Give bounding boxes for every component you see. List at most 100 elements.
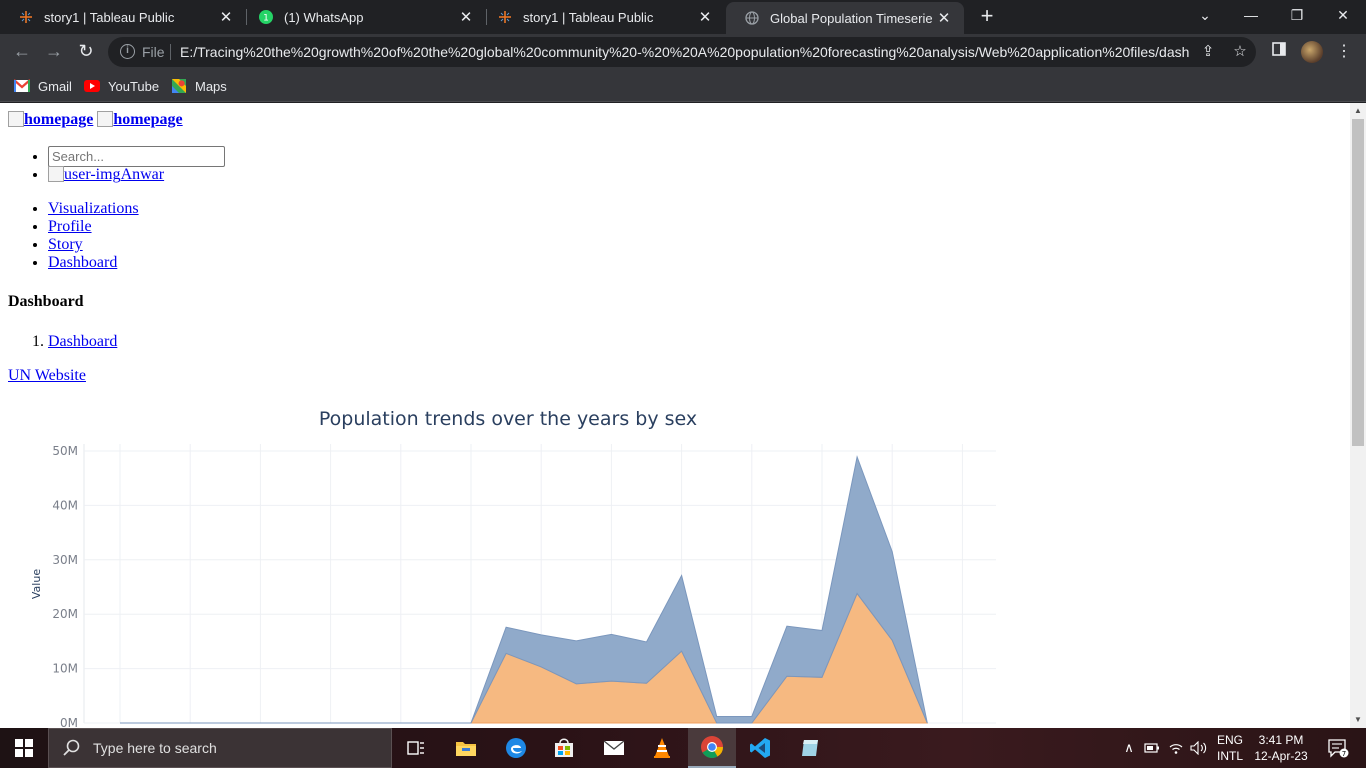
scroll-up-icon[interactable]: ▲	[1354, 106, 1362, 115]
chart-areas	[120, 455, 929, 724]
main-nav: Visualizations Profile Story Dashboard	[48, 200, 139, 272]
tab-title: story1 | Tableau Public	[44, 9, 175, 25]
chart-title: Population trends over the years by sex	[319, 408, 697, 430]
app-icon[interactable]	[786, 728, 834, 768]
breadcrumb: Dashboard	[48, 333, 117, 351]
tab-story1-a[interactable]: story1 | Tableau Public ✕	[0, 0, 246, 34]
user-name: Anwar	[120, 166, 165, 183]
keyboard-layout: INTL	[1216, 749, 1243, 763]
page-title: Dashboard	[8, 293, 84, 310]
bookmark-gmail[interactable]: Gmail	[14, 76, 72, 96]
chrome-icon[interactable]	[688, 728, 736, 768]
globe-icon	[744, 10, 760, 26]
restore-button[interactable]: ❐	[1290, 7, 1304, 23]
scroll-down-icon[interactable]: ▼	[1354, 715, 1362, 724]
taskbar-search-box[interactable]: Type here to search	[48, 728, 392, 768]
chart-y-ticks: 0M 10M 20M 30M 40M 50M	[52, 444, 78, 728]
tableau-icon	[497, 9, 513, 25]
nav-item-visualizations: Visualizations	[48, 200, 139, 218]
close-icon[interactable]: ✕	[219, 9, 233, 26]
y-tick-label: 40M	[52, 498, 78, 512]
page-viewport: homepage homepage user-imgAnwar Visualiz…	[0, 103, 1350, 728]
start-button[interactable]	[0, 728, 48, 768]
homepage-logo-link[interactable]: homepage	[8, 111, 93, 128]
menu-icon[interactable]: ⋮	[1336, 43, 1352, 60]
close-window-button[interactable]: ✕	[1337, 7, 1349, 23]
area-series-1[interactable]	[120, 455, 928, 724]
un-website-link[interactable]: UN Website	[8, 367, 86, 384]
bookmarks-bar: Gmail YouTube Maps	[0, 70, 1366, 102]
task-view-icon[interactable]	[392, 728, 440, 768]
y-tick-label: 0M	[60, 716, 78, 728]
profile-avatar[interactable]	[1301, 41, 1323, 63]
nav-link-visualizations[interactable]: Visualizations	[48, 200, 139, 217]
search-input[interactable]	[48, 146, 225, 167]
clock-date: 12-Apr-23	[1254, 749, 1308, 763]
taskbar-search-placeholder: Type here to search	[93, 740, 217, 756]
windows-icon	[15, 739, 33, 757]
close-icon[interactable]: ✕	[937, 10, 951, 27]
homepage-alt-text: homepage	[113, 111, 183, 128]
broken-image-icon	[48, 166, 64, 182]
chevron-up-icon[interactable]: ∧	[1124, 740, 1134, 755]
bookmark-maps[interactable]: Maps	[171, 76, 227, 96]
clock-time: 3:41 PM	[1258, 733, 1304, 747]
y-tick-label: 50M	[52, 444, 78, 458]
new-tab-button[interactable]: +	[980, 3, 994, 28]
search-icon	[63, 739, 80, 756]
language-indicator[interactable]: ENG INTL	[1212, 728, 1248, 768]
close-icon[interactable]: ✕	[698, 9, 712, 26]
windows-taskbar: Type here to search ∧ ENG INTL 3:41 PM	[0, 728, 1366, 768]
side-panel-icon[interactable]	[1267, 40, 1291, 64]
tab-global-population[interactable]: Global Population Timeseries Ana ✕	[726, 2, 964, 34]
battery-icon[interactable]	[1142, 728, 1162, 768]
tab-title: story1 | Tableau Public	[523, 9, 654, 25]
forward-button[interactable]: →	[45, 41, 63, 61]
clock[interactable]: 3:41 PM 12-Apr-23	[1250, 728, 1312, 768]
tab-whatsapp[interactable]: 1 (1) WhatsApp ✕	[240, 0, 486, 34]
share-icon[interactable]: ⇪	[1201, 43, 1215, 60]
homepage-logo-link-2[interactable]: homepage	[97, 111, 183, 128]
vscode-icon[interactable]	[736, 728, 784, 768]
bookmark-label: YouTube	[108, 78, 160, 94]
tab-title: Global Population Timeseries Ana	[770, 10, 932, 26]
language-code: ENG	[1216, 733, 1243, 747]
tab-search-icon[interactable]: ⌄	[1199, 7, 1211, 23]
star-icon[interactable]: ☆	[1233, 43, 1247, 60]
info-icon[interactable]: i	[120, 44, 135, 59]
microsoft-store-icon[interactable]	[540, 728, 588, 768]
header-actions: user-imgAnwar	[48, 146, 225, 186]
whatsapp-icon: 1	[258, 9, 274, 25]
nav-link-profile[interactable]: Profile	[48, 218, 92, 235]
bookmark-youtube[interactable]: YouTube	[84, 76, 159, 96]
page-scrollbar[interactable]: ▲ ▼	[1350, 103, 1366, 728]
nav-link-story[interactable]: Story	[48, 236, 83, 253]
population-chart[interactable]: Population trends over the years by sex …	[0, 398, 1010, 728]
file-explorer-icon[interactable]	[442, 728, 490, 768]
breadcrumb-link-dashboard[interactable]: Dashboard	[48, 333, 118, 350]
y-tick-label: 10M	[52, 662, 78, 676]
nav-item-profile: Profile	[48, 218, 139, 236]
user-img-alt-text: user-img	[64, 166, 121, 183]
volume-icon[interactable]	[1188, 728, 1210, 768]
address-bar[interactable]: i File E:/Tracing%20the%20growth%20of%20…	[108, 37, 1256, 67]
tab-story1-b[interactable]: story1 | Tableau Public ✕	[479, 0, 725, 34]
scroll-thumb[interactable]	[1352, 119, 1364, 446]
bookmark-label: Gmail	[38, 78, 72, 94]
nav-item-story: Story	[48, 236, 139, 254]
chart-svg: Population trends over the years by sex …	[30, 408, 996, 728]
close-icon[interactable]: ✕	[459, 9, 473, 26]
edge-icon[interactable]	[492, 728, 540, 768]
notification-center-icon[interactable]: 7	[1318, 728, 1358, 768]
nav-link-dashboard[interactable]: Dashboard	[48, 254, 118, 271]
y-tick-label: 30M	[52, 553, 78, 567]
url-text[interactable]: E:/Tracing%20the%20growth%20of%20the%20g…	[180, 44, 1190, 60]
nav-item-dashboard: Dashboard	[48, 254, 139, 272]
minimize-button[interactable]: —	[1244, 7, 1258, 23]
wifi-icon[interactable]	[1166, 728, 1186, 768]
mail-icon[interactable]	[590, 728, 638, 768]
user-profile-link[interactable]: user-imgAnwar	[48, 166, 164, 183]
vlc-icon[interactable]	[638, 728, 686, 768]
reload-button[interactable]: ↻	[78, 41, 94, 61]
back-button[interactable]: ←	[13, 41, 31, 61]
